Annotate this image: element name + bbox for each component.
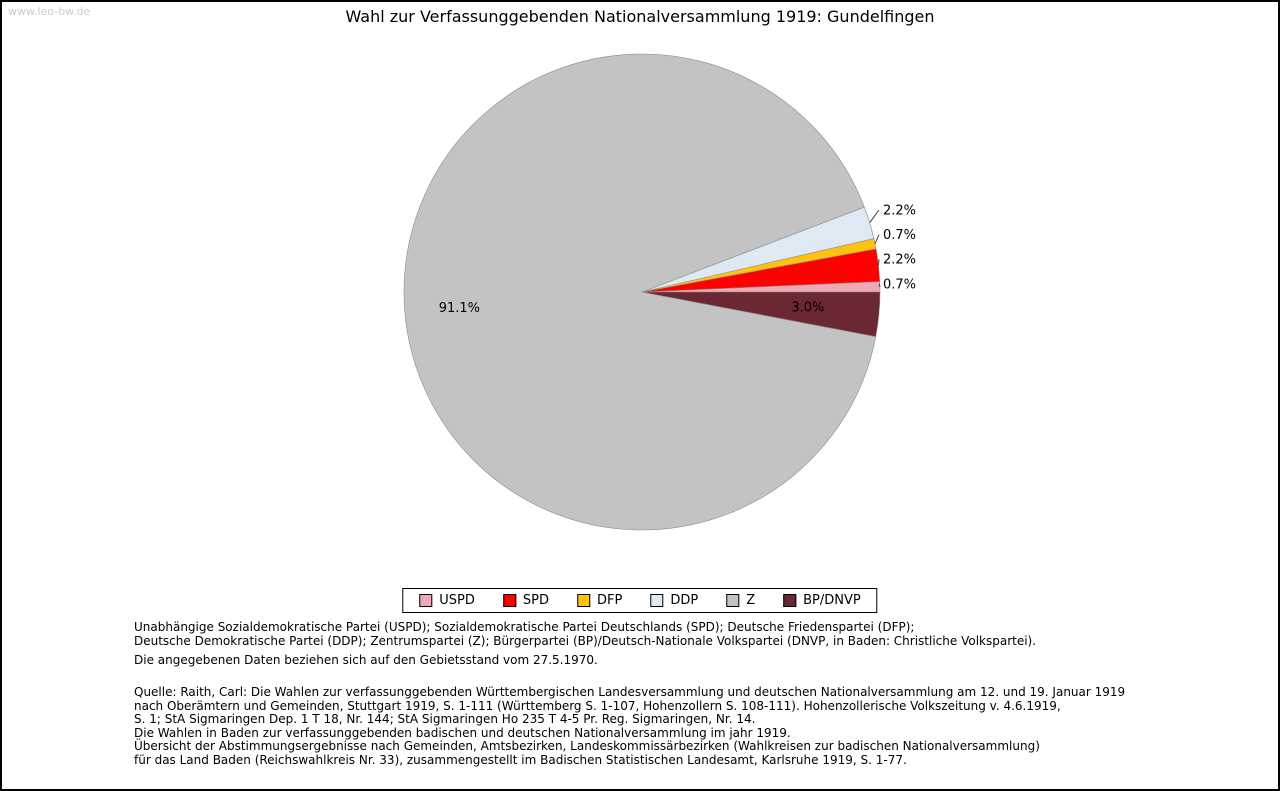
leader-line-ddp xyxy=(869,209,880,223)
legend-item-ddp: DDP xyxy=(650,593,698,608)
pie-value-label-uspd: 0.7% xyxy=(883,277,916,292)
watermark: www.leo-bw.de xyxy=(8,5,91,18)
legend-swatch-ddp xyxy=(650,594,664,607)
legend-swatch-spd xyxy=(502,594,516,607)
data-basis-note: Die angegebenen Daten beziehen sich auf … xyxy=(134,653,598,667)
legend-item-uspd: USPD xyxy=(419,593,475,608)
leader-line-dfp xyxy=(874,234,880,244)
legend-label-bp-dnvp: BP/DNVP xyxy=(803,593,861,608)
source-note: Quelle: Raith, Carl: Die Wahlen zur verf… xyxy=(134,685,1126,767)
chart-title: Wahl zur Verfassunggebenden Nationalvers… xyxy=(345,7,935,26)
legend-label-spd: SPD xyxy=(522,593,550,608)
legend-swatch-bp-dnvp xyxy=(783,594,797,607)
pie-value-label-spd: 2.2% xyxy=(883,253,916,268)
legend-swatch-uspd xyxy=(419,594,433,607)
pie-slice-z xyxy=(403,53,877,531)
pie-slice-bp-dnvp xyxy=(641,291,881,337)
legend: USPD SPD DFP DDP Z BP/DNVP xyxy=(402,588,878,613)
legend-swatch-z xyxy=(726,594,740,607)
legend-item-dfp: DFP xyxy=(577,593,622,608)
pie-value-label-dfp: 0.7% xyxy=(883,228,916,243)
leader-line-uspd xyxy=(878,283,881,287)
legend-item-bp-dnvp: BP/DNVP xyxy=(783,593,861,608)
pie-value-label-bp-dnvp: 3.0% xyxy=(791,301,824,316)
legend-label-ddp: DDP xyxy=(670,593,699,608)
legend-swatch-dfp xyxy=(577,594,591,607)
legend-label-z: Z xyxy=(746,593,756,608)
pie-value-label-ddp: 2.2% xyxy=(883,204,916,219)
legend-label-uspd: USPD xyxy=(439,593,475,608)
pie-value-label-z: 91.1% xyxy=(439,301,480,316)
party-abbreviation-note: Unabhängige Sozialdemokratische Partei (… xyxy=(134,620,1037,648)
legend-item-z: Z xyxy=(726,593,755,608)
legend-item-spd: SPD xyxy=(502,593,550,608)
pie-chart: 91.1% 3.0% 2.2% 0.7% 2.2% 0.7% xyxy=(403,53,916,531)
legend-label-dfp: DFP xyxy=(597,593,623,608)
leader-line-spd xyxy=(878,259,880,266)
